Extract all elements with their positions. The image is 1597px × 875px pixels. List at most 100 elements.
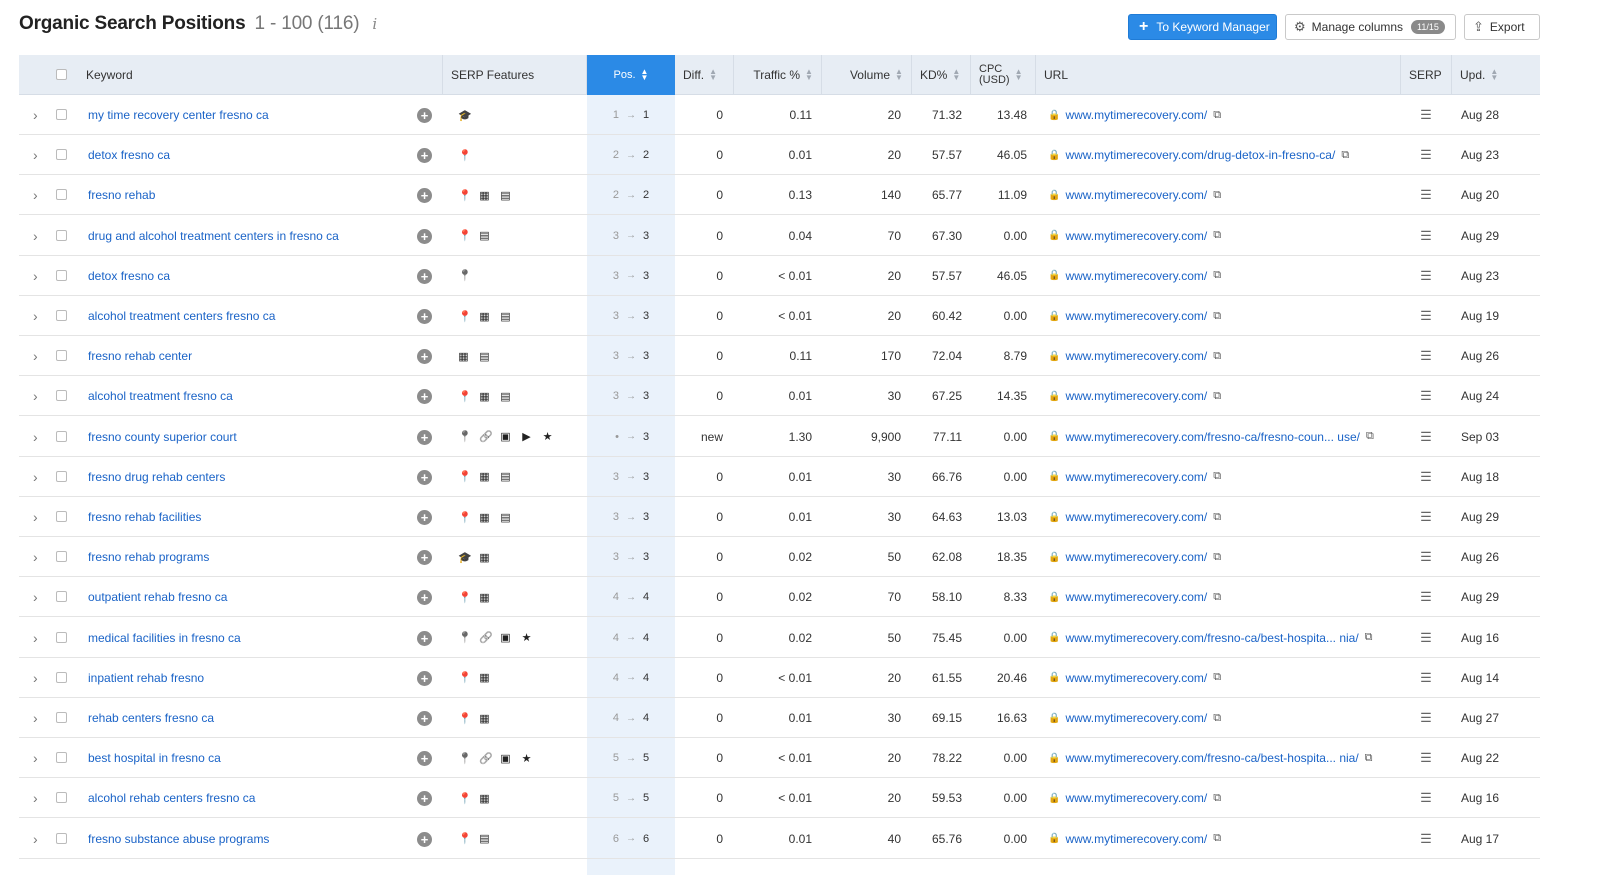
row-checkbox[interactable] bbox=[56, 149, 67, 161]
row-checkbox[interactable] bbox=[56, 269, 67, 281]
expand-chevron-icon[interactable]: › bbox=[33, 710, 38, 726]
add-to-list-icon[interactable]: + bbox=[417, 469, 432, 485]
row-checkbox[interactable] bbox=[56, 792, 67, 804]
add-to-list-icon[interactable]: + bbox=[417, 670, 432, 686]
row-checkbox[interactable] bbox=[56, 229, 67, 241]
export-button[interactable]: ⇪ Export bbox=[1464, 14, 1540, 40]
table-row[interactable]: › fresno rehab facilities + 📍 ▦ ▤ 3 → 3 0 0.01 30 64… bbox=[19, 497, 1540, 537]
external-link-icon[interactable]: ⧉ bbox=[1364, 631, 1373, 644]
keyword-link[interactable]: fresno rehab center bbox=[88, 349, 193, 364]
expand-chevron-icon[interactable]: › bbox=[33, 589, 38, 606]
add-to-list-icon[interactable]: + bbox=[417, 429, 432, 445]
add-to-list-icon[interactable]: + bbox=[417, 228, 432, 244]
expand-chevron-icon[interactable]: › bbox=[33, 187, 38, 204]
ads-top-icon[interactable]: ▦ bbox=[479, 551, 490, 564]
serp-snapshot-icon[interactable]: ☰ bbox=[1420, 468, 1432, 484]
url-link[interactable]: www.mytimerecovery.com/ bbox=[1065, 510, 1208, 524]
table-row[interactable]: › fresno county superior court + 📍 🔗 ▣ ▶ ★ • → 3 ne… bbox=[19, 417, 1540, 457]
serp-snapshot-icon[interactable]: ☰ bbox=[1420, 830, 1432, 846]
local-pack-icon[interactable]: 📍 bbox=[458, 390, 472, 403]
external-link-icon[interactable]: ⧉ bbox=[1213, 550, 1222, 563]
external-link-icon[interactable]: ⧉ bbox=[1213, 711, 1222, 724]
local-pack-icon[interactable]: 📍 bbox=[458, 752, 472, 765]
local-pack-icon[interactable]: 📍 bbox=[458, 833, 472, 846]
url-link[interactable]: www.mytimerecovery.com/ bbox=[1065, 389, 1208, 404]
expand-chevron-icon[interactable]: › bbox=[33, 107, 38, 123]
external-link-icon[interactable]: ⧉ bbox=[1213, 188, 1222, 201]
serp-snapshot-icon[interactable]: ☰ bbox=[1420, 790, 1432, 806]
add-to-list-icon[interactable]: + bbox=[417, 108, 432, 123]
ads-top-icon[interactable]: ▦ bbox=[479, 511, 490, 524]
ads-top-icon[interactable]: ▦ bbox=[479, 189, 490, 202]
keyword-link[interactable]: rehab centers fresno ca bbox=[88, 711, 215, 725]
keyword-link[interactable]: detox fresno ca bbox=[88, 148, 171, 163]
expand-chevron-icon[interactable]: › bbox=[33, 388, 38, 405]
add-to-list-icon[interactable]: + bbox=[417, 389, 432, 405]
local-pack-icon[interactable]: 📍 bbox=[458, 310, 472, 323]
serp-snapshot-icon[interactable]: ☰ bbox=[1420, 187, 1432, 203]
local-pack-icon[interactable]: 📍 bbox=[458, 712, 472, 725]
keyword-link[interactable]: alcohol treatment fresno ca bbox=[88, 389, 233, 404]
keyword-link[interactable]: fresno rehab bbox=[88, 188, 156, 203]
serp-snapshot-icon[interactable]: ☰ bbox=[1420, 428, 1432, 444]
keyword-link[interactable]: alcohol rehab centers fresno ca bbox=[88, 791, 256, 806]
sitelinks-icon[interactable]: 🔗 bbox=[479, 431, 493, 444]
serp-snapshot-icon[interactable]: ☰ bbox=[1420, 549, 1432, 565]
add-to-list-icon[interactable]: + bbox=[417, 349, 432, 365]
row-checkbox[interactable] bbox=[56, 631, 67, 643]
column-volume[interactable]: Volume ▲ ▼ bbox=[822, 55, 912, 95]
url-link[interactable]: www.mytimerecovery.com/drug-detox-in-fre… bbox=[1065, 148, 1336, 163]
add-to-list-icon[interactable]: + bbox=[417, 751, 432, 767]
table-row[interactable]: › inpatient rehab fresno + 📍 ▦ 4 → 4 0 < 0.01 20 61… bbox=[19, 658, 1540, 698]
ads-top-icon[interactable]: ▦ bbox=[479, 792, 490, 805]
add-to-list-icon[interactable]: + bbox=[417, 510, 432, 525]
info-icon[interactable]: i bbox=[372, 15, 378, 33]
table-row[interactable]: › best hospital in fresno ca + 📍 🔗 ▣ ★ 5 → 5 0 < 0.… bbox=[19, 738, 1540, 779]
expand-chevron-icon[interactable]: › bbox=[33, 750, 38, 767]
keyword-link[interactable]: inpatient rehab fresno bbox=[88, 670, 205, 685]
row-checkbox[interactable] bbox=[56, 832, 67, 844]
row-checkbox[interactable] bbox=[56, 109, 67, 120]
row-checkbox[interactable] bbox=[56, 350, 67, 362]
serp-snapshot-icon[interactable]: ☰ bbox=[1420, 348, 1432, 364]
reviews-icon[interactable]: ★ bbox=[542, 431, 553, 444]
local-pack-icon[interactable]: 📍 bbox=[458, 591, 472, 604]
serp-snapshot-icon[interactable]: ☰ bbox=[1420, 107, 1432, 122]
ads-bottom-icon[interactable]: ▤ bbox=[500, 189, 511, 202]
serp-snapshot-icon[interactable]: ☰ bbox=[1420, 267, 1432, 283]
image-pack-icon[interactable]: ▣ bbox=[500, 632, 511, 645]
ads-bottom-icon[interactable]: ▤ bbox=[500, 511, 511, 524]
serp-snapshot-icon[interactable]: ☰ bbox=[1420, 710, 1432, 725]
table-row[interactable]: › rehab centers fresno ca + 📍 ▦ 4 → 4 0 0.01 30 69.… bbox=[19, 698, 1540, 738]
keyword-link[interactable]: my time recovery center fresno ca bbox=[88, 108, 269, 122]
row-checkbox[interactable] bbox=[56, 551, 67, 563]
reviews-icon[interactable]: ★ bbox=[521, 752, 532, 765]
add-to-list-icon[interactable]: + bbox=[417, 791, 432, 807]
url-link[interactable]: www.mytimerecovery.com/ bbox=[1065, 469, 1208, 484]
ads-bottom-icon[interactable]: ▤ bbox=[500, 471, 511, 484]
add-to-list-icon[interactable]: + bbox=[417, 268, 432, 284]
ads-top-icon[interactable]: ▦ bbox=[479, 712, 490, 725]
ads-bottom-icon[interactable]: ▤ bbox=[500, 390, 511, 403]
external-link-icon[interactable]: ⧉ bbox=[1213, 108, 1222, 121]
table-row[interactable]: › fresno drug rehab centers + 📍 ▦ ▤ 3 → 3 0 0.01 30… bbox=[19, 457, 1540, 497]
url-link[interactable]: www.mytimerecovery.com/ bbox=[1065, 268, 1208, 283]
table-row[interactable]: › fresno rehab center + ▦ ▤ 3 → 3 0 0.11 170 72.04 8… bbox=[19, 336, 1540, 377]
expand-chevron-icon[interactable]: › bbox=[33, 549, 38, 566]
local-pack-icon[interactable]: 📍 bbox=[458, 471, 472, 484]
ads-bottom-icon[interactable]: ▤ bbox=[479, 833, 490, 846]
column-kd[interactable]: KD% ▲ ▼ bbox=[912, 55, 971, 95]
external-link-icon[interactable]: ⧉ bbox=[1213, 349, 1222, 362]
add-to-list-icon[interactable]: + bbox=[417, 590, 432, 606]
table-row[interactable]: › detox fresno ca + 📍 2 → 2 0 0.01 20 57.57 46.05 🔒 w… bbox=[19, 135, 1540, 176]
keyword-link[interactable]: alcohol treatment centers fresno ca bbox=[88, 309, 276, 323]
row-checkbox[interactable] bbox=[56, 671, 67, 683]
table-row[interactable]: › outpatient rehab fresno ca + 📍 ▦ 4 → 4 0 0.02 70… bbox=[19, 577, 1540, 618]
keyword-link[interactable]: fresno county superior court bbox=[88, 429, 237, 444]
expand-chevron-icon[interactable]: › bbox=[33, 428, 38, 445]
column-traffic[interactable]: Traffic % ▲ ▼ bbox=[734, 55, 822, 95]
table-row[interactable]: › alcohol treatment fresno ca + 📍 ▦ ▤ 3 → 3 0 0.01… bbox=[19, 376, 1540, 417]
add-to-list-icon[interactable]: + bbox=[417, 630, 432, 646]
local-pack-icon[interactable]: 📍 bbox=[458, 672, 472, 685]
expand-chevron-icon[interactable]: › bbox=[33, 790, 38, 807]
